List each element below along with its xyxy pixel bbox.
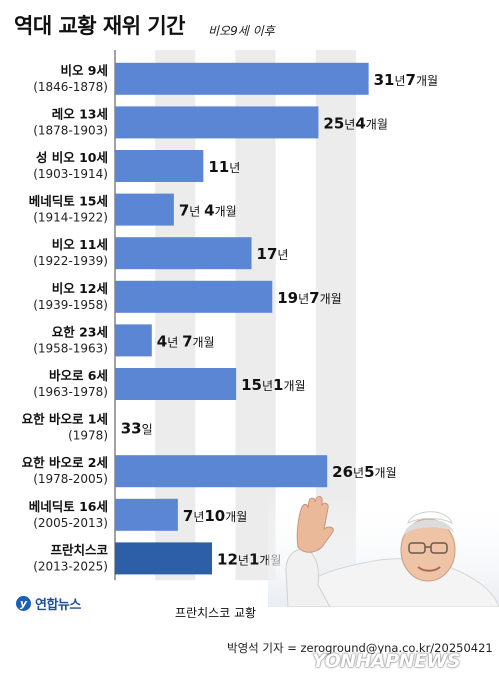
reign-bar: [115, 280, 273, 313]
pope-reign-years: (1914-1922): [33, 211, 108, 225]
reign-duration-label: 7년 4개월: [179, 202, 237, 220]
pope-name: 베네딕토 15세: [29, 194, 108, 209]
pope-name: 레오 13세: [52, 106, 108, 121]
logo-text: 연합뉴스: [35, 598, 81, 613]
reign-bar: [115, 368, 237, 400]
pope-reign-years: (1978): [68, 429, 108, 443]
pope-reign-years: (2005-2013): [33, 516, 108, 530]
grid-band: [315, 50, 356, 581]
reign-bar: [115, 455, 328, 488]
reign-duration-label: 15년1개월: [241, 376, 305, 394]
chart-title: 역대 교황 재위 기간: [14, 14, 186, 38]
reign-bar: [115, 150, 204, 182]
photo-caption: 프란치스코 교황: [175, 606, 257, 620]
pope-reign-years: (1963-1978): [33, 385, 108, 399]
pope-name: 비오 12세: [52, 281, 108, 296]
credit-line: 박영석 기자 = zeroground@yna.co.kr/20250421: [227, 641, 493, 655]
reign-bar: [115, 193, 174, 226]
pope-reign-years: (2013-2025): [33, 559, 108, 573]
pope-name: 요한 바오로 2세: [22, 455, 108, 470]
pope-photo: [268, 495, 499, 607]
pope-reign-years: (1939-1958): [33, 298, 108, 312]
pope-reign-years: (1846-1878): [33, 80, 108, 94]
reign-duration-label: 26년5개월: [332, 463, 396, 481]
reign-bar: [115, 237, 252, 270]
pope-reign-years: (1922-1939): [33, 254, 108, 268]
reign-duration-label: 19년7개월: [277, 289, 341, 307]
reign-duration-label: 17년: [257, 245, 289, 263]
reign-duration-label: 4년 7개월: [157, 332, 215, 350]
reign-bar: [115, 62, 369, 95]
pope-name: 성 비오 10세: [36, 150, 108, 165]
pope-name: 베네딕토 16세: [29, 499, 108, 514]
reign-duration-label: 33일: [121, 420, 153, 438]
pope-name: 비오 11세: [52, 237, 108, 252]
pope-name: 바오로 6세: [49, 368, 108, 383]
watermark: YONHAPNEWS: [312, 650, 461, 672]
pope-reign-years: (1958-1963): [33, 341, 108, 355]
reign-duration-label: 7년10개월: [183, 507, 247, 525]
pope-name: 요한 23세: [52, 324, 108, 339]
reign-bar: [115, 106, 319, 139]
pope-name: 요한 바오로 1세: [22, 412, 108, 427]
reign-duration-label: 25년4개월: [323, 114, 387, 132]
logo-icon: y: [16, 596, 31, 611]
chart-subtitle: 비오9세 이후: [208, 24, 275, 38]
pope-reign-years: (1978-2005): [33, 472, 108, 486]
pope-reign-years: (1903-1914): [33, 167, 108, 181]
reign-bar: [115, 542, 213, 575]
reign-bar: [115, 498, 178, 531]
reign-duration-label: 31년7개월: [374, 71, 438, 89]
yonhap-logo: y 연합뉴스: [16, 594, 81, 613]
pope-reign-years: (1878-1903): [33, 123, 108, 137]
reign-bar: [115, 324, 152, 357]
reign-duration-label: 11년: [208, 158, 240, 176]
reign-bar: [115, 411, 116, 444]
pope-name: 프란치스코: [50, 542, 108, 557]
pope-name: 비오 9세: [60, 63, 108, 78]
